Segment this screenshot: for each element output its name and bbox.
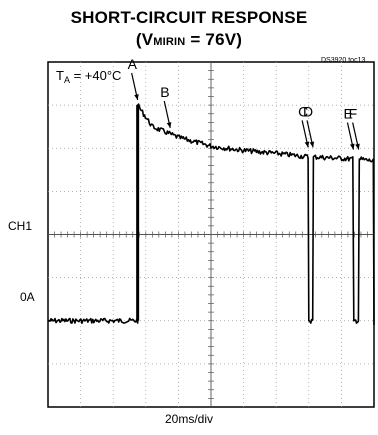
chart-title: SHORT-CIRCUIT RESPONSE: [70, 8, 308, 27]
annotation-arrowhead-e: [349, 143, 355, 150]
annotation-label-d: D: [303, 103, 313, 119]
x-axis-label: 20ms/div: [164, 412, 214, 426]
annotation-label-b: B: [160, 84, 169, 100]
annotation-arrowhead-d: [309, 141, 315, 148]
annotation-label-a: A: [128, 56, 138, 72]
figure-id: DS3920 toc13: [321, 57, 366, 64]
chart-subtitle: (VMIRIN = 76V): [0, 30, 378, 50]
zero-label: 0A: [20, 290, 35, 304]
annotation-arrowhead-c: [304, 141, 310, 148]
subtitle-subscript: MIRIN: [153, 36, 186, 48]
temperature-label: TA = +40°C: [56, 68, 121, 85]
scope-trace: [47, 103, 375, 326]
channel-label: CH1: [8, 219, 33, 233]
subtitle-prefix: (V: [135, 30, 154, 49]
annotation-arrowhead-f: [355, 143, 360, 150]
subtitle-suffix: = 76V): [185, 30, 243, 49]
rising-edge: [136, 105, 140, 321]
annotation-label-f: F: [349, 106, 358, 122]
annotation-label-c: C: [298, 103, 308, 119]
annotation-label-e: E: [343, 106, 352, 122]
annotation-arrowhead-a: [134, 94, 139, 100]
annotation-arrowhead-b: [166, 122, 172, 128]
